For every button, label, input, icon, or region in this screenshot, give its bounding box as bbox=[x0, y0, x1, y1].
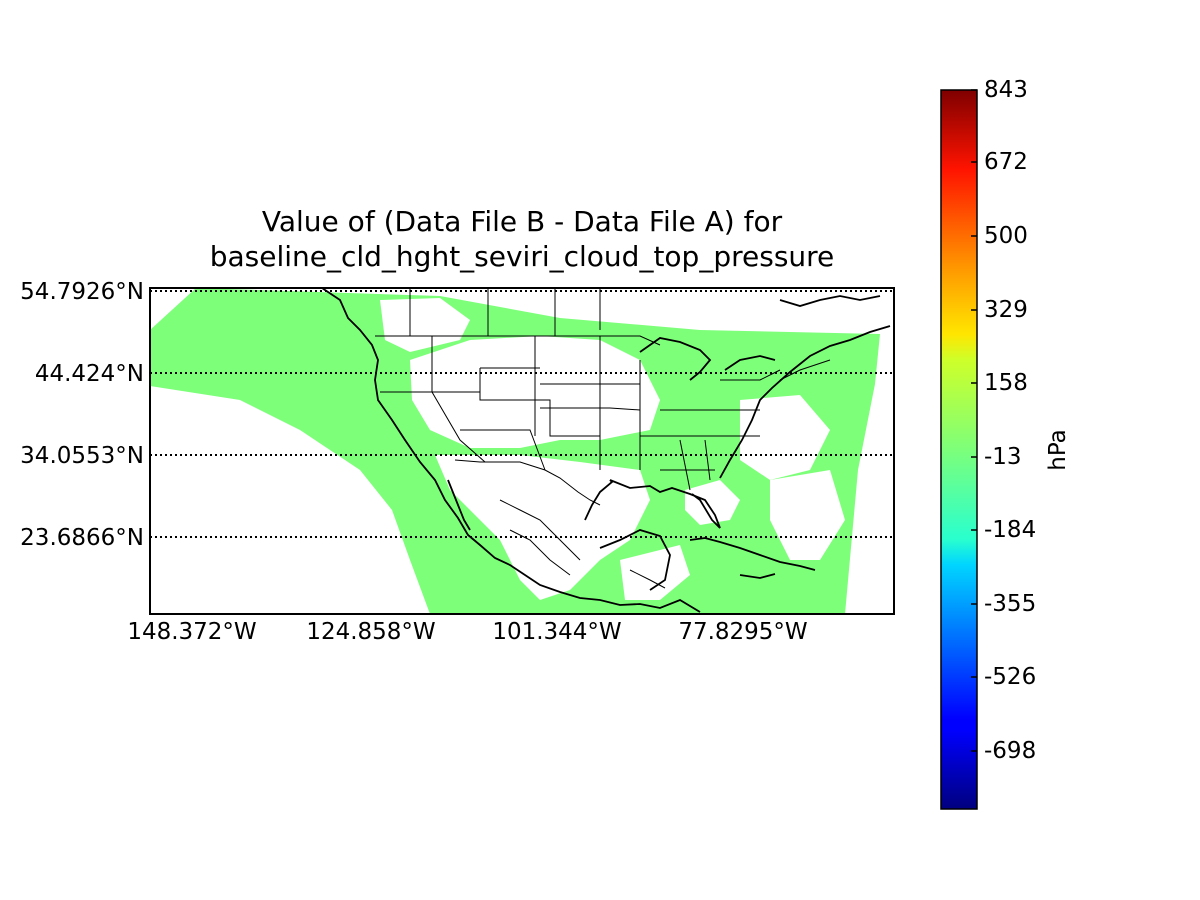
lat-label-3: 34.0553°N bbox=[20, 443, 144, 469]
land-gaps bbox=[380, 298, 845, 600]
colorbar-ticks bbox=[971, 89, 977, 752]
map-frame bbox=[149, 287, 895, 615]
colorbar-tick-label: 158 bbox=[984, 370, 1028, 396]
lon-label-1: 148.372°W bbox=[127, 619, 257, 645]
colorbar-tick-label: -13 bbox=[984, 444, 1022, 470]
title-line-2: baseline_cld_hght_seviri_cloud_top_press… bbox=[209, 240, 835, 273]
latitude-gridlines bbox=[150, 290, 894, 538]
colorbar-gradient bbox=[940, 89, 978, 810]
colorbar-tick-label: 500 bbox=[984, 223, 1028, 249]
political-borders bbox=[375, 288, 831, 589]
colorbar bbox=[940, 89, 978, 810]
colorbar-tick-label: 329 bbox=[984, 297, 1028, 323]
colorbar-tick-label: 672 bbox=[984, 149, 1028, 175]
lon-label-2: 124.858°W bbox=[306, 619, 436, 645]
colorbar-tick-label: -184 bbox=[984, 517, 1037, 543]
colorbar-tick-label: 843 bbox=[984, 77, 1028, 103]
map-area bbox=[150, 288, 894, 614]
colorbar-unit-label: hPa bbox=[1045, 429, 1071, 471]
lon-label-3: 101.344°W bbox=[492, 619, 622, 645]
lon-label-4: 77.8295°W bbox=[678, 619, 808, 645]
colorbar-tick-label: -526 bbox=[984, 664, 1037, 690]
lat-label-1: 54.7926°N bbox=[20, 279, 144, 305]
colorbar-tick-label: -698 bbox=[984, 738, 1037, 764]
lat-label-2: 44.424°N bbox=[34, 361, 144, 387]
data-swath bbox=[150, 288, 880, 614]
title-line-1: Value of (Data File B - Data File A) for bbox=[261, 205, 783, 238]
lat-label-4: 23.6866°N bbox=[20, 525, 144, 551]
colorbar-tick-label: -355 bbox=[984, 591, 1037, 617]
